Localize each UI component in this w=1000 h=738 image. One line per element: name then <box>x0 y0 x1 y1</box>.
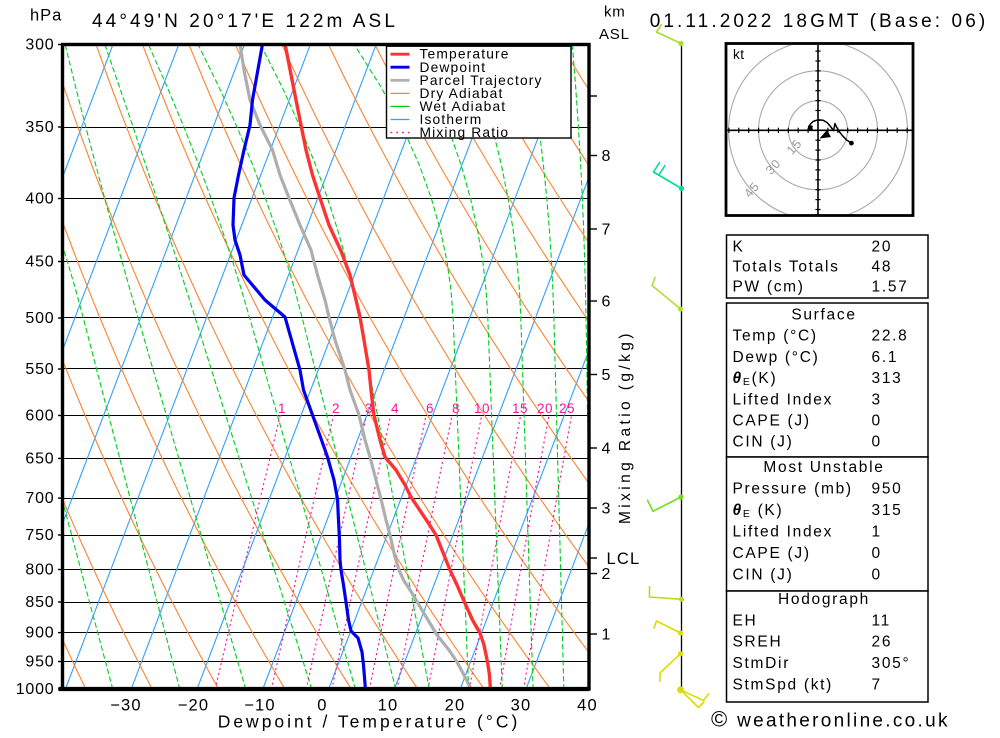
svg-text:600: 600 <box>25 408 54 425</box>
svg-text:1: 1 <box>872 524 882 541</box>
svg-text:7: 7 <box>872 677 882 694</box>
svg-text:900: 900 <box>25 625 54 642</box>
svg-text:01.11.2022 18GMT (Base: 06): 01.11.2022 18GMT (Base: 06) <box>650 11 989 32</box>
svg-text:950: 950 <box>872 481 903 498</box>
svg-text:10: 10 <box>474 401 490 416</box>
svg-text:550: 550 <box>25 361 54 378</box>
svg-text:EH: EH <box>733 612 758 629</box>
svg-text:26: 26 <box>872 634 893 651</box>
svg-text:1000: 1000 <box>16 681 55 698</box>
svg-text:450: 450 <box>25 254 54 271</box>
svg-text:4: 4 <box>602 441 611 458</box>
svg-text:5: 5 <box>602 367 611 384</box>
svg-text:SREH: SREH <box>733 634 783 651</box>
svg-text:700: 700 <box>25 490 54 507</box>
svg-text:6.1: 6.1 <box>872 349 899 366</box>
svg-text:750: 750 <box>25 527 54 544</box>
svg-text:950: 950 <box>25 654 54 671</box>
svg-text:0: 0 <box>317 697 327 715</box>
svg-text:Dewpoint: Dewpoint <box>420 60 487 75</box>
svg-text:hPa: hPa <box>30 7 62 25</box>
svg-text:0: 0 <box>872 545 882 562</box>
svg-text:Most Unstable: Most Unstable <box>763 459 884 476</box>
svg-text:CIN (J): CIN (J) <box>733 434 794 451</box>
svg-text:Hodograph: Hodograph <box>778 591 870 608</box>
svg-text:StmSpd (kt): StmSpd (kt) <box>733 677 834 694</box>
svg-text:km: km <box>604 4 626 21</box>
svg-text:305°: 305° <box>872 655 911 672</box>
svg-text:Lifted Index: Lifted Index <box>733 524 834 541</box>
svg-text:25: 25 <box>559 401 575 416</box>
svg-text:1: 1 <box>602 627 611 644</box>
svg-text:3: 3 <box>602 501 611 518</box>
svg-text:350: 350 <box>25 119 54 136</box>
svg-text:1.57: 1.57 <box>872 279 909 296</box>
svg-text:3: 3 <box>365 401 373 416</box>
svg-text:7: 7 <box>602 222 611 239</box>
svg-text:CIN (J): CIN (J) <box>733 567 794 584</box>
svg-text:300: 300 <box>25 37 54 54</box>
svg-text:Temperature: Temperature <box>420 47 510 62</box>
svg-text:40: 40 <box>577 697 598 715</box>
svg-text:−20: −20 <box>178 697 210 715</box>
svg-text:ASL: ASL <box>599 26 630 43</box>
svg-text:θE(K): θE(K) <box>733 370 778 388</box>
svg-text:2: 2 <box>602 566 611 583</box>
svg-text:4: 4 <box>391 401 399 416</box>
svg-text:kt: kt <box>733 47 745 62</box>
svg-text:CAPE (J): CAPE (J) <box>733 545 811 562</box>
svg-text:Wet Adiabat: Wet Adiabat <box>420 99 507 114</box>
svg-text:Lifted Index: Lifted Index <box>733 391 834 408</box>
svg-text:2: 2 <box>332 401 340 416</box>
svg-text:22.8: 22.8 <box>872 328 909 345</box>
svg-text:44°49'N 20°17'E 122m ASL: 44°49'N 20°17'E 122m ASL <box>92 11 398 32</box>
svg-text:8: 8 <box>602 148 611 165</box>
svg-text:Dewpoint / Temperature (°C): Dewpoint / Temperature (°C) <box>218 712 521 732</box>
svg-text:15: 15 <box>512 401 528 416</box>
svg-text:PW (cm): PW (cm) <box>733 279 805 296</box>
svg-text:0: 0 <box>872 567 882 584</box>
svg-text:Dewp (°C): Dewp (°C) <box>733 349 820 366</box>
svg-text:Parcel Trajectory: Parcel Trajectory <box>420 73 543 88</box>
svg-text:30: 30 <box>511 697 532 715</box>
svg-text:315: 315 <box>872 502 903 519</box>
svg-text:Totals Totals: Totals Totals <box>733 259 840 276</box>
svg-text:Mixing Ratio (g/kg): Mixing Ratio (g/kg) <box>617 330 634 524</box>
svg-text:20: 20 <box>445 697 466 715</box>
svg-text:6: 6 <box>602 294 611 311</box>
svg-text:0: 0 <box>872 434 882 451</box>
svg-text:StmDir: StmDir <box>733 655 791 672</box>
svg-text:K: K <box>733 239 745 256</box>
svg-text:Isotherm: Isotherm <box>420 112 483 127</box>
svg-text:0: 0 <box>872 413 882 430</box>
svg-text:11: 11 <box>872 612 892 629</box>
svg-text:48: 48 <box>872 259 893 276</box>
svg-text:800: 800 <box>25 562 54 579</box>
svg-text:Mixing Ratio: Mixing Ratio <box>420 125 510 140</box>
svg-text:Dry Adiabat: Dry Adiabat <box>420 86 504 101</box>
svg-text:400: 400 <box>25 191 54 208</box>
svg-text:−30: −30 <box>110 697 142 715</box>
svg-text:3: 3 <box>872 391 882 408</box>
svg-text:650: 650 <box>25 450 54 467</box>
svg-text:500: 500 <box>25 310 54 327</box>
svg-text:θE (K): θE (K) <box>733 502 784 520</box>
svg-text:−10: −10 <box>244 697 276 715</box>
svg-text:850: 850 <box>25 594 54 611</box>
svg-text:CAPE (J): CAPE (J) <box>733 413 811 430</box>
svg-text:313: 313 <box>872 370 903 387</box>
svg-text:1: 1 <box>278 401 286 416</box>
svg-text:10: 10 <box>378 697 399 715</box>
svg-text:8: 8 <box>452 401 460 416</box>
svg-text:Temp (°C): Temp (°C) <box>733 328 818 345</box>
svg-text:20: 20 <box>872 239 893 256</box>
svg-text:20: 20 <box>537 401 553 416</box>
svg-text:LCL: LCL <box>607 550 641 568</box>
svg-text:© weatheronline.co.uk: © weatheronline.co.uk <box>711 707 950 732</box>
svg-text:Surface: Surface <box>791 307 856 324</box>
svg-text:Pressure (mb): Pressure (mb) <box>733 481 853 498</box>
svg-text:6: 6 <box>426 401 434 416</box>
